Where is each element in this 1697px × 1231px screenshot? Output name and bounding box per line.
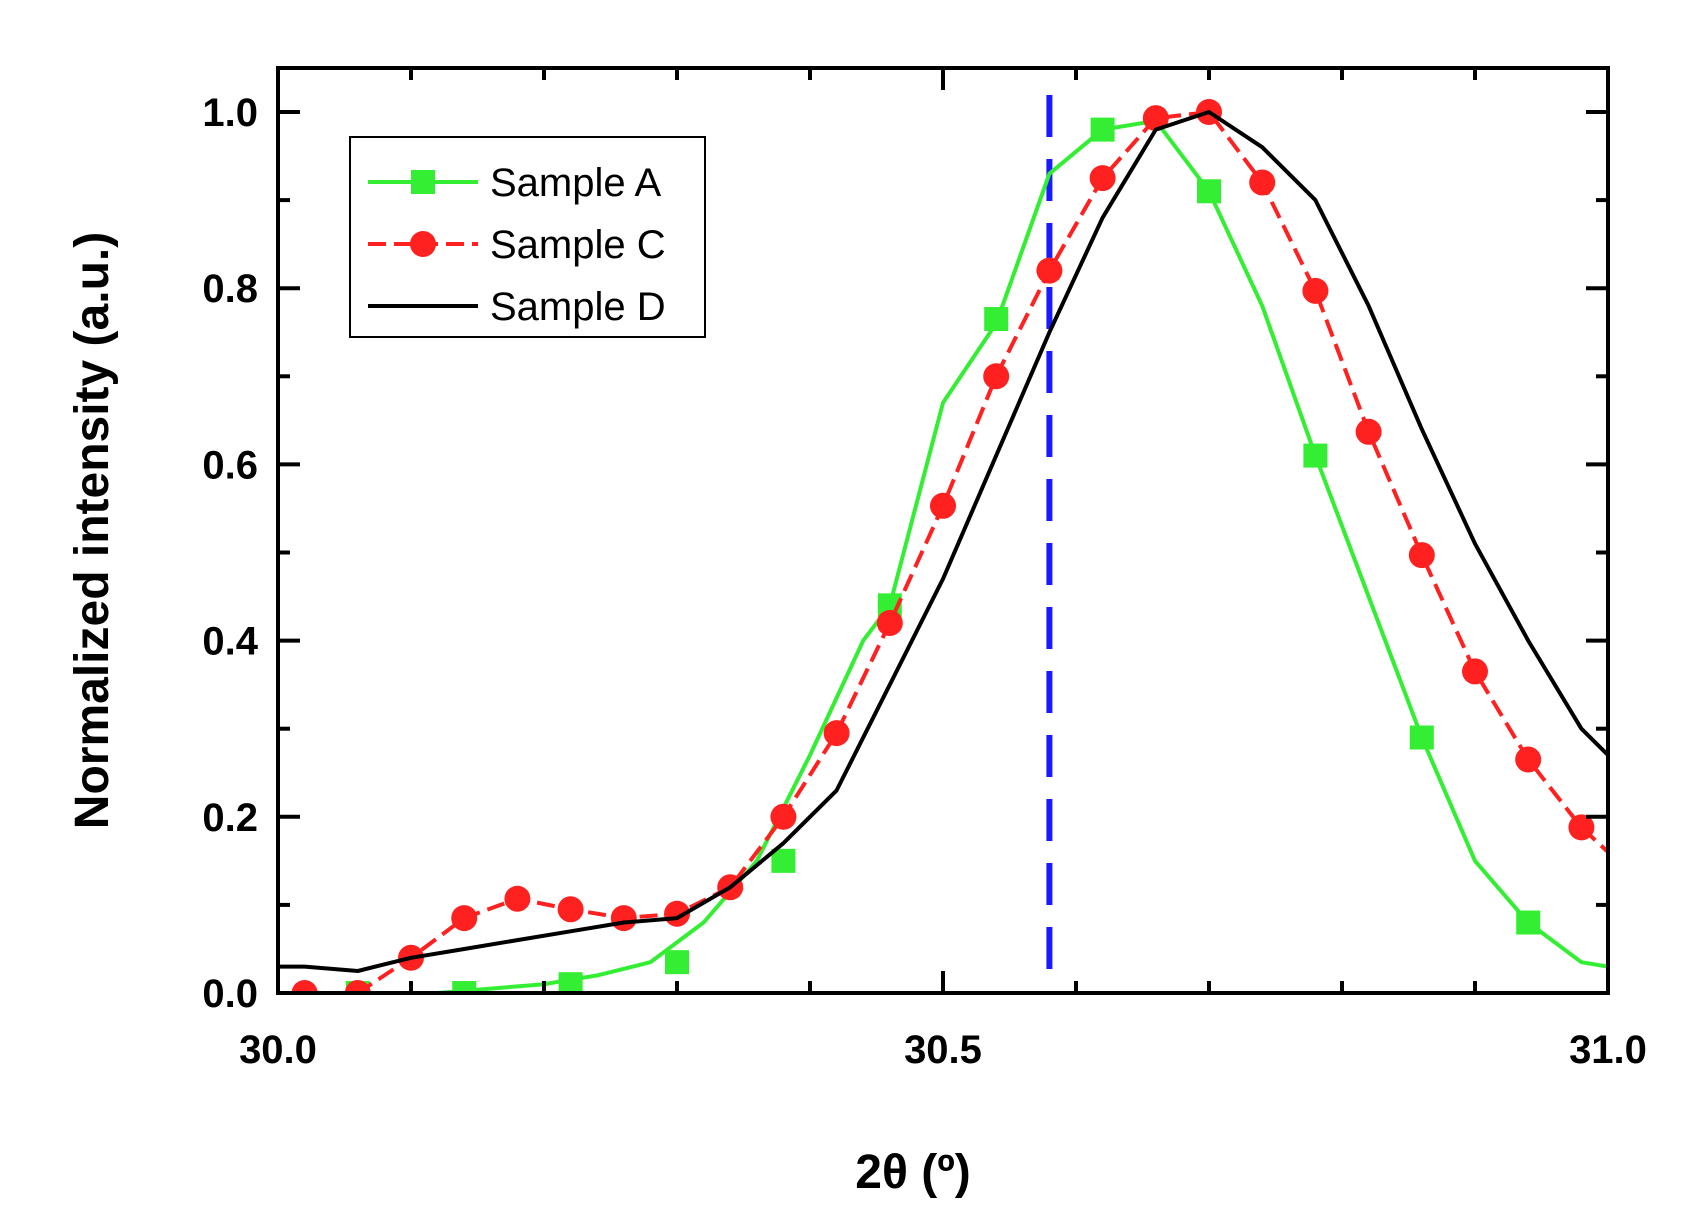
data-point-square bbox=[1303, 443, 1328, 468]
data-point-circle bbox=[1515, 746, 1542, 773]
data-point-circle bbox=[1302, 277, 1329, 304]
data-point-circle bbox=[1036, 257, 1063, 284]
data-point-circle bbox=[1568, 814, 1595, 841]
data-point-square bbox=[1516, 910, 1541, 935]
data-point-circle bbox=[291, 980, 318, 993]
data-point-square bbox=[1409, 725, 1434, 750]
y-tick-label: 0.4 bbox=[202, 620, 258, 664]
y-tick-label: 0.8 bbox=[202, 267, 258, 311]
data-point-circle bbox=[610, 905, 637, 932]
y-tick-label: 1.0 bbox=[202, 91, 258, 135]
legend-item-sample-d: Sample D bbox=[368, 285, 666, 329]
series-line bbox=[278, 118, 1608, 993]
data-point-circle bbox=[983, 363, 1010, 390]
x-tick-label: 30.0 bbox=[239, 1028, 317, 1072]
y-tick-label: 0.6 bbox=[202, 443, 258, 487]
legend-label: Sample D bbox=[490, 285, 666, 329]
legend-box bbox=[349, 136, 706, 338]
legend-marker-circle bbox=[410, 231, 436, 257]
data-point-circle bbox=[451, 905, 478, 932]
x-tick-label: 31.0 bbox=[1569, 1028, 1647, 1072]
data-point-circle bbox=[1142, 105, 1169, 132]
series-sample-c bbox=[291, 99, 1608, 993]
data-point-circle bbox=[1462, 658, 1488, 685]
legend-item-sample-a: Sample A bbox=[368, 161, 662, 205]
data-point-circle bbox=[823, 720, 850, 747]
series-sample-d bbox=[278, 110, 1608, 973]
data-point-circle bbox=[344, 980, 371, 993]
data-point-square bbox=[771, 848, 796, 873]
data-point-circle bbox=[1408, 542, 1435, 569]
data-point-circle bbox=[930, 492, 956, 519]
x-axis-title: 2θ (º) bbox=[855, 1146, 970, 1199]
legend-label: Sample A bbox=[490, 161, 662, 205]
data-point-square bbox=[665, 950, 689, 975]
x-tick-label: 30.5 bbox=[904, 1028, 982, 1072]
data-point-circle bbox=[557, 896, 584, 923]
data-point-square bbox=[1197, 179, 1221, 204]
data-point-circle bbox=[876, 609, 903, 636]
data-point-square bbox=[452, 981, 477, 993]
data-point-circle bbox=[770, 803, 797, 830]
y-tick-label: 0.0 bbox=[202, 972, 258, 1016]
legend-marker-square bbox=[411, 170, 435, 194]
data-point-square bbox=[984, 307, 1009, 332]
data-point-circle bbox=[1355, 418, 1382, 445]
data-point-square bbox=[1090, 117, 1115, 142]
series-line bbox=[278, 110, 1608, 973]
data-point-circle bbox=[504, 885, 531, 912]
data-point-circle bbox=[1249, 169, 1276, 196]
data-point-square bbox=[558, 972, 583, 993]
data-point-circle bbox=[1089, 165, 1116, 192]
y-tick-label: 0.2 bbox=[202, 796, 258, 840]
legend-label: Sample C bbox=[490, 223, 666, 267]
y-axis-title: Normalized intensity (a.u.) bbox=[66, 232, 119, 829]
legend-item-sample-c: Sample C bbox=[368, 223, 666, 267]
